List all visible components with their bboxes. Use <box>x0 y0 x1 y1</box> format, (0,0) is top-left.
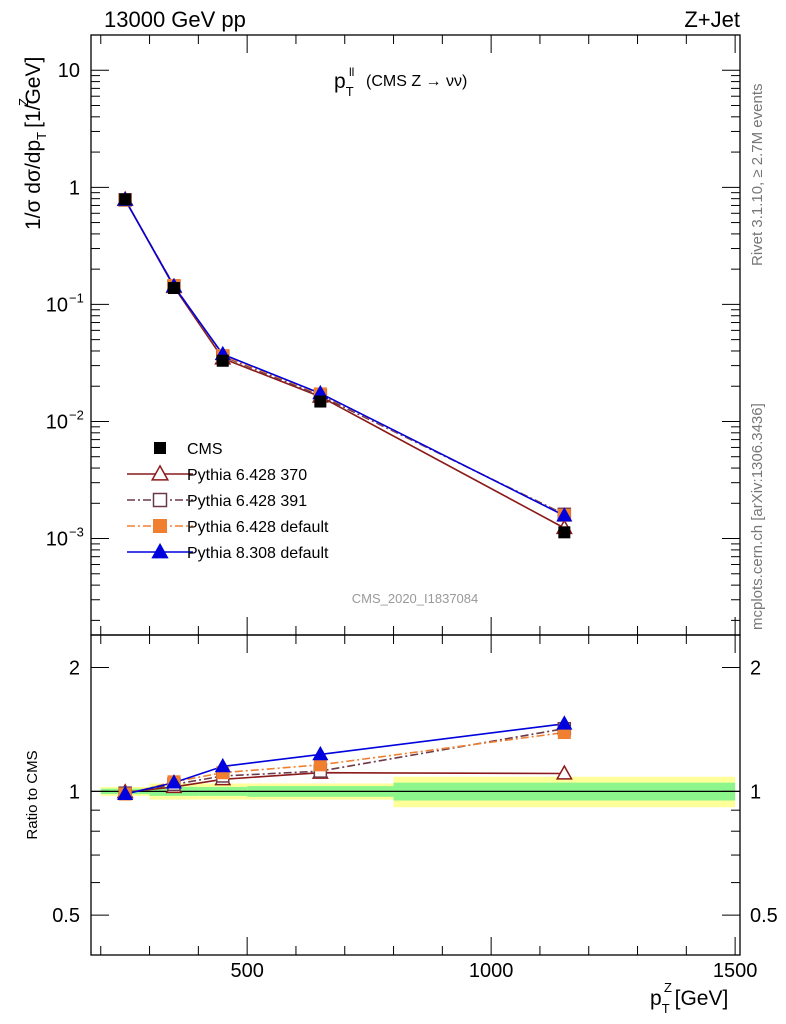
plot-title: pT <box>334 70 354 99</box>
data-point-0-0 <box>119 193 132 206</box>
data-point-4-4 <box>556 507 573 522</box>
legend-marker <box>151 542 169 559</box>
legend-label: Pythia 6.428 370 <box>187 467 307 484</box>
x-axis-label-sub: T <box>662 1001 670 1016</box>
legend-label: CMS <box>187 441 223 458</box>
ratio-point-3-3 <box>312 745 329 761</box>
legend-label: Pythia 6.428 default <box>187 519 329 536</box>
ratio-y-tick-label: 0.5 <box>52 905 80 927</box>
ratio-y-tick-label: 1 <box>69 781 80 803</box>
x-axis-label-main: p <box>650 987 662 1010</box>
y-tick-label: 1 <box>69 177 80 199</box>
data-point-0-4 <box>558 526 571 539</box>
ratio-point-3-4 <box>556 715 573 730</box>
y-tick-label: 10 <box>46 529 68 551</box>
x-tick-label: 500 <box>230 960 263 982</box>
ratio-panel: 2 2 1 1 0.5 0.5 500 1000 1500 Ratio to CMS pT [Ge… <box>24 634 778 1016</box>
data-point-0-1 <box>167 282 180 295</box>
plot-title-sup: ll <box>349 65 354 79</box>
rivet-label: Rivet 3.1.10, ≥ 2.7M events <box>749 84 766 267</box>
x-tick-label: 1500 <box>713 960 758 982</box>
ratio-point-2-3 <box>313 758 327 772</box>
x-axis-label-sup: Z <box>664 980 672 995</box>
analysis-watermark: CMS_2020_I1837084 <box>352 591 479 606</box>
x-axis-label: pT [GeV] <box>650 987 728 1016</box>
y-axis-label-sub: T <box>34 132 49 140</box>
y-axis-label-unit: [1/GeV] <box>22 57 45 128</box>
ratio-point-3-0 <box>117 785 134 800</box>
ratio-y-tick-label: 2 <box>69 658 80 680</box>
ratio-y-label: Ratio to CMS <box>24 750 41 839</box>
legend-label: Pythia 6.428 391 <box>187 493 307 510</box>
y-tick-label: 10 <box>46 294 68 316</box>
y-tick-label-exp: −2 <box>69 407 84 422</box>
ratio-point-3-2 <box>214 757 231 773</box>
plot-title-rest: (CMS Z → νν) <box>366 73 467 90</box>
data-point-0-3 <box>314 395 327 408</box>
y-tick-label-exp: −1 <box>69 290 84 305</box>
ratio-point-3-1 <box>165 774 183 789</box>
plot-title-sub: T <box>346 84 354 99</box>
data-point-0-2 <box>216 354 229 367</box>
x-axis-label-unit: [GeV] <box>675 987 729 1010</box>
y-axis-label: 1/σ dσ/dpT [1/GeV] <box>22 57 49 230</box>
y-axis-label-main: 1/σ dσ/dp <box>22 140 45 230</box>
legend-marker <box>150 464 170 481</box>
ratio-point-0-4 <box>555 764 573 780</box>
y-axis-label-sup: Z <box>16 98 31 106</box>
ratio-y-tick-label-right: 1 <box>750 781 761 803</box>
legend-marker <box>153 519 167 533</box>
legend-marker <box>154 442 166 454</box>
y-tick-label: 10 <box>58 60 80 82</box>
ratio-y-tick-label-right: 2 <box>750 658 761 680</box>
ratio-frame <box>90 634 741 956</box>
legend-label: Pythia 8.308 default <box>187 545 329 562</box>
header-left: 13000 GeV pp <box>104 7 246 32</box>
y-tick-label: 10 <box>46 411 68 433</box>
x-tick-label: 1000 <box>469 960 514 982</box>
header-right: Z+Jet <box>684 7 740 32</box>
ratio-y-tick-label-right: 0.5 <box>750 905 778 927</box>
plot-title-main: p <box>334 70 346 93</box>
mcplots-label: mcplots.cern.ch [arXiv:1306.3436] <box>749 403 766 630</box>
legend-marker <box>152 492 168 508</box>
y-tick-label-exp: −3 <box>69 525 84 540</box>
legend: CMS Pythia 6.428 370 Pythia 6.428 391 Pythi… <box>127 441 329 562</box>
